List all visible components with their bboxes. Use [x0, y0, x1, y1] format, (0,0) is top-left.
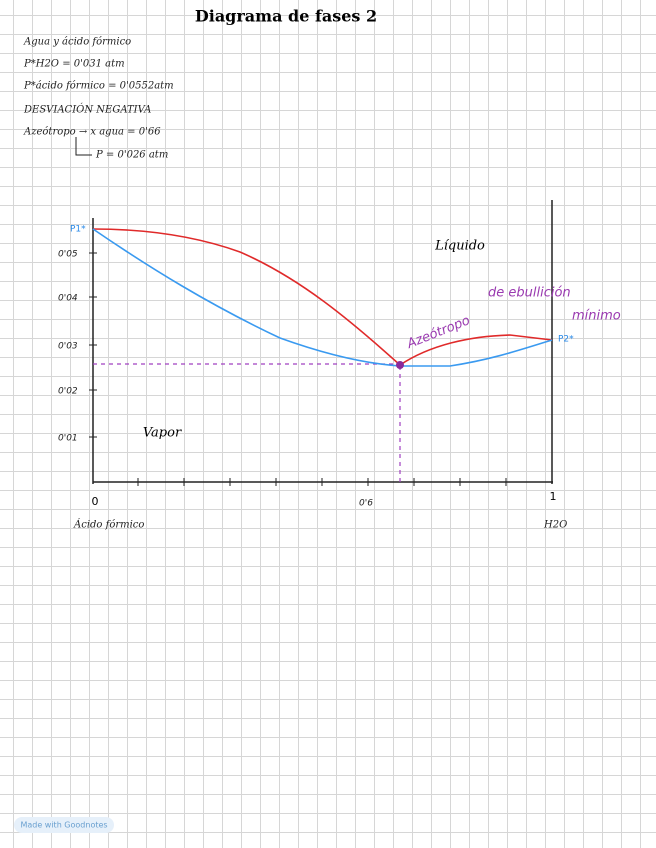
y-label: 0'03: [58, 342, 78, 352]
x-label: 0: [92, 495, 99, 508]
region-label: Líquido: [434, 239, 485, 254]
y-label: 0'04: [58, 294, 78, 304]
right-label: P2*: [558, 335, 574, 345]
note: P*H2O = 0'031 atm: [23, 59, 125, 70]
footer-badge: [14, 817, 114, 833]
x-label: 0'6: [359, 499, 373, 509]
note: P = 0'026 atm: [95, 150, 168, 161]
liquid-curve: [92, 228, 553, 367]
azeotrope-point: [396, 361, 404, 369]
note: Agua y ácido fórmico: [23, 37, 131, 48]
annotation: de ebullición: [488, 286, 571, 301]
note: Azeótropo → x agua = 0'66: [23, 127, 161, 138]
x-label: 1: [550, 490, 557, 503]
note: DESVIACIÓN NEGATIVA: [23, 104, 151, 116]
annotation: mínimo: [572, 309, 621, 324]
title: Diagrama de fases 2: [195, 7, 377, 26]
y-label: 0'05: [58, 250, 78, 260]
y-label: 0'01: [58, 434, 78, 444]
vapor-curve: [92, 228, 553, 367]
ticks: [89, 252, 507, 486]
x-end-label: Ácido fórmico: [73, 519, 144, 531]
arrow: [75, 137, 92, 156]
y-label: 0'02: [58, 387, 78, 397]
x-end-label: H2O: [543, 520, 567, 531]
y-label: P1*: [70, 225, 86, 235]
note: P*ácido fórmico = 0'0552atm: [23, 81, 174, 92]
region-label: Vapor: [143, 426, 182, 441]
footer: Made with Goodnotes: [20, 821, 107, 830]
